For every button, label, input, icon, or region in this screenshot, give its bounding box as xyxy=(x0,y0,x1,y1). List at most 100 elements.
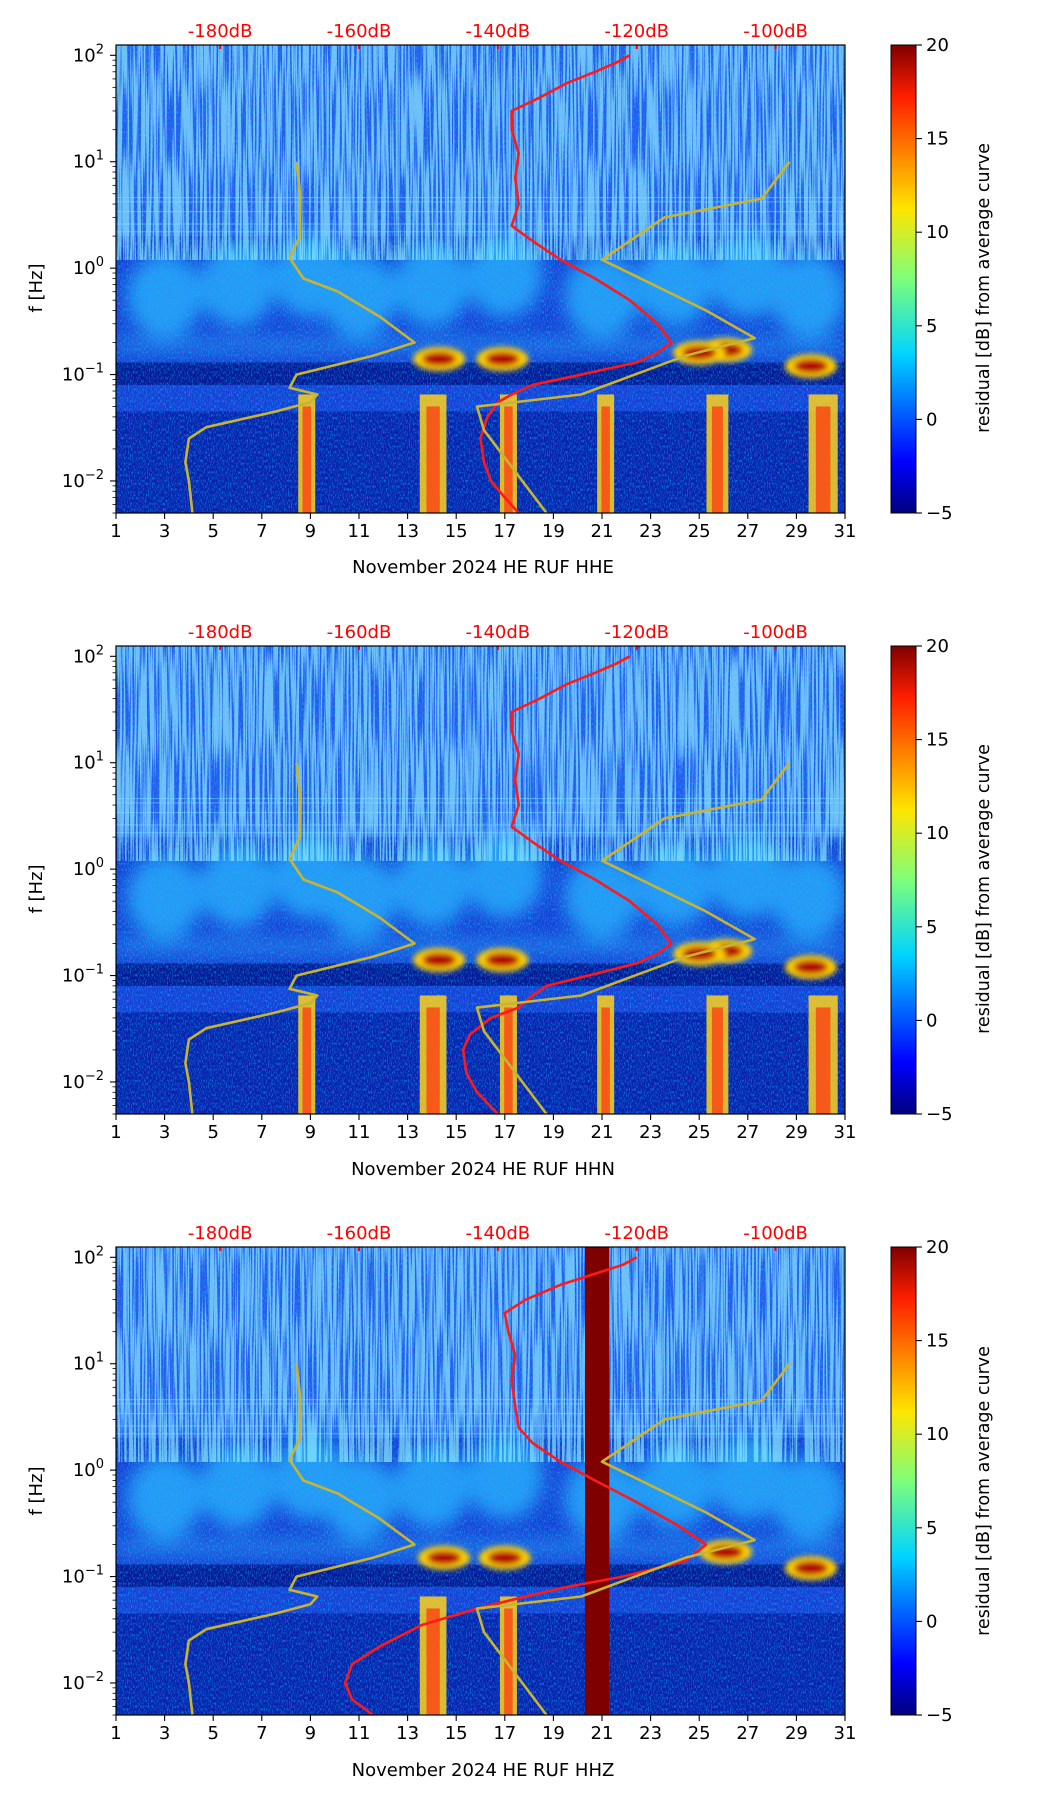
curve-nhnm xyxy=(475,1362,791,1716)
x-tick-label: 25 xyxy=(688,521,711,542)
event-column xyxy=(298,995,316,1114)
colorbar-tick-label: −5 xyxy=(926,1104,953,1125)
colorbar-3: −5 0 5 10 15 20 xyxy=(890,1237,953,1726)
colorbar-tick-label: 20 xyxy=(926,636,949,657)
axes-frame xyxy=(115,1246,846,1716)
spectrogram-image xyxy=(116,45,845,513)
colorbar-tick-label: 20 xyxy=(926,1237,949,1258)
x-tick-label: 27 xyxy=(736,521,759,542)
x-tick-label: 15 xyxy=(445,521,468,542)
spectrogram-image xyxy=(116,1247,845,1715)
colorbar-tick-label: 10 xyxy=(926,1424,949,1445)
x-tick-label: 27 xyxy=(736,1723,759,1744)
top-axis-db-label: -140dB xyxy=(466,21,531,42)
x-tick-label: 21 xyxy=(591,521,614,542)
x-tick-label: 13 xyxy=(396,521,419,542)
curve-nlnm xyxy=(184,1363,416,1716)
event-column xyxy=(808,394,838,513)
x-tick-label: 5 xyxy=(207,1723,218,1744)
x-tick-label: 23 xyxy=(639,1122,662,1143)
y-axis-label-1: f [Hz] xyxy=(26,263,47,312)
top-axis-db-label: -160dB xyxy=(327,21,392,42)
y-tick-label: 10−2 xyxy=(62,1069,104,1093)
colorbar-tick-label: 0 xyxy=(926,1010,937,1031)
event-column xyxy=(419,1596,447,1715)
top-axis-db-label: -180dB xyxy=(188,21,253,42)
x-tick-label: 17 xyxy=(493,1723,516,1744)
event-column xyxy=(706,995,729,1114)
y-tick-label: 101 xyxy=(73,149,104,173)
colorbar-label-3: residual [dB] from average curve xyxy=(974,1346,994,1636)
top-axis-db-label: -100dB xyxy=(743,21,808,42)
top-axis-db-label: -160dB xyxy=(327,1223,392,1244)
x-tick-label: 25 xyxy=(688,1723,711,1744)
y-tick-label: 101 xyxy=(73,1351,104,1375)
x-tick-label: 19 xyxy=(542,521,565,542)
x-tick-label: 11 xyxy=(348,1723,371,1744)
x-tick-label: 13 xyxy=(396,1723,419,1744)
panel-3: 1 3 5 7 9 11 13 15 17 19 21 23 25 27 29 3110−210−110010… xyxy=(26,1223,994,1781)
x-tick-label: 9 xyxy=(305,1122,316,1143)
curve-nhnm xyxy=(475,761,791,1115)
top-axis-db-label: -140dB xyxy=(466,622,531,643)
x-tick-label: 3 xyxy=(159,1122,170,1143)
x-tick-label: 29 xyxy=(785,521,808,542)
x-tick-label: 27 xyxy=(736,1122,759,1143)
top-axis-db-label: -140dB xyxy=(466,1223,531,1244)
colorbar-tick-label: 5 xyxy=(926,316,937,337)
x-tick-label: 7 xyxy=(256,521,267,542)
top-axis-db-label: -120dB xyxy=(604,622,669,643)
event-column xyxy=(597,394,615,513)
y-tick-label: 10−2 xyxy=(62,1670,104,1694)
x-tick-label: 9 xyxy=(305,521,316,542)
x-tick-label: 3 xyxy=(159,1723,170,1744)
event-column xyxy=(499,394,517,513)
curve-nlnm xyxy=(184,762,416,1115)
colorbar-gradient xyxy=(890,1246,917,1716)
panel-2: 1 3 5 7 9 11 13 15 17 19 21 23 25 27 29 3110−210−110010… xyxy=(26,622,994,1180)
y-axis-label-2: f [Hz] xyxy=(26,864,47,913)
y-tick-label: 100 xyxy=(73,1457,104,1481)
x-tick-label: 17 xyxy=(493,521,516,542)
spectrogram-image xyxy=(116,646,845,1114)
colorbar-2: −5 0 5 10 15 20 xyxy=(890,636,953,1125)
event-column xyxy=(298,394,316,513)
x-tick-label: 7 xyxy=(256,1122,267,1143)
event-column xyxy=(499,1596,517,1715)
event-column xyxy=(419,995,447,1114)
colorbar-tick-label: −5 xyxy=(926,503,953,524)
plot-area-2: 1 3 5 7 9 11 13 15 17 19 21 23 25 27 29 3110−210−110010… xyxy=(62,622,857,1143)
colorbar-tick-label: 15 xyxy=(926,1331,949,1352)
x-tick-label: 23 xyxy=(639,521,662,542)
event-column xyxy=(808,995,838,1114)
x-tick-label: 15 xyxy=(445,1723,468,1744)
colorbar-tick-label: 0 xyxy=(926,1611,937,1632)
colorbar-tick-label: 5 xyxy=(926,917,937,938)
event-column xyxy=(499,995,517,1114)
axes-frame xyxy=(115,44,846,514)
x-tick-label: 19 xyxy=(542,1122,565,1143)
y-tick-label: 10−1 xyxy=(62,1564,104,1588)
x-tick-label: 17 xyxy=(493,1122,516,1143)
top-axis-db-label: -100dB xyxy=(743,1223,808,1244)
colorbar-1: −5 0 5 10 15 20 xyxy=(890,35,953,524)
y-axis-label-3: f [Hz] xyxy=(26,1466,47,1515)
event-column xyxy=(597,995,615,1114)
x-tick-label: 9 xyxy=(305,1723,316,1744)
x-tick-label: 31 xyxy=(834,521,857,542)
x-tick-label: 11 xyxy=(348,1122,371,1143)
top-axis-db-label: -160dB xyxy=(327,622,392,643)
event-column xyxy=(706,394,729,513)
x-axis-label-2: November 2024 HE RUF HHN xyxy=(351,1159,615,1180)
colorbar-tick-label: 5 xyxy=(926,1518,937,1539)
x-tick-label: 13 xyxy=(396,1122,419,1143)
y-tick-label: 101 xyxy=(73,750,104,774)
y-tick-label: 10−1 xyxy=(62,963,104,987)
x-tick-label: 21 xyxy=(591,1122,614,1143)
y-tick-label: 10−2 xyxy=(62,468,104,492)
panel-1: 1 3 5 7 9 11 13 15 17 19 21 23 25 27 29 3110−210−110010… xyxy=(26,21,994,578)
x-tick-label: 1 xyxy=(110,1723,121,1744)
top-axis-db-label: -180dB xyxy=(188,1223,253,1244)
colorbar-label-1: residual [dB] from average curve xyxy=(974,143,994,433)
